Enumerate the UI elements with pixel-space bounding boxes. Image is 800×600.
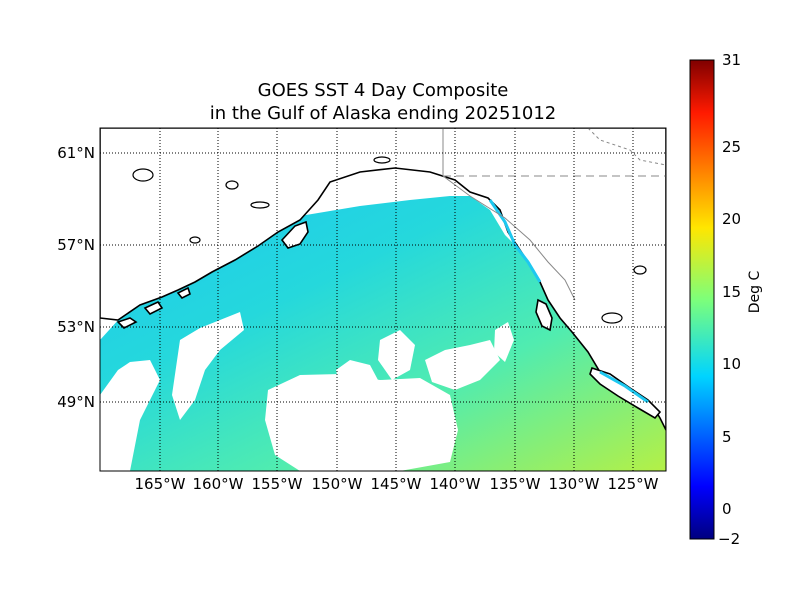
colorbar-tick-label: 10 (722, 355, 742, 373)
colorbar-tick-label: −2 (718, 530, 741, 548)
lon-label: 150°W (312, 475, 363, 493)
colorbar-unit-label: Deg C (747, 270, 763, 314)
lat-label: 61°N (57, 144, 95, 162)
lat-label: 49°N (57, 393, 95, 411)
lon-label: 145°W (371, 475, 422, 493)
longitude-labels: 165°W 160°W 155°W 150°W 145°W 140°W 135°… (135, 475, 659, 493)
kodiak-island (280, 220, 309, 249)
lat-label: 57°N (57, 236, 95, 254)
missing-data-patches (100, 312, 514, 471)
lon-label: 130°W (549, 475, 600, 493)
colorbar-tick-label: 0 (722, 500, 732, 518)
latitude-labels: 61°N 57°N 53°N 49°N (57, 144, 95, 411)
lat-label: 53°N (57, 318, 95, 336)
map-frame (99, 127, 667, 472)
colorbar-tick-label: 31 (722, 51, 742, 69)
lon-label: 140°W (430, 475, 481, 493)
colorbar-tick-label: 5 (722, 428, 732, 446)
colorbar-tick-label: 15 (722, 283, 742, 301)
aleutian-island-1 (116, 317, 138, 329)
lon-label: 135°W (490, 475, 541, 493)
aleutian-island-3 (176, 286, 191, 300)
lon-label: 160°W (193, 475, 244, 493)
lakes (132, 156, 647, 324)
lon-label: 125°W (608, 475, 659, 493)
colorbar-tick-label: 25 (722, 138, 742, 156)
aleutian-island-2 (143, 300, 164, 315)
lon-label: 165°W (135, 475, 186, 493)
map-title-line-2: in the Gulf of Alaska ending 20251012 (209, 103, 557, 124)
colorbar-tick-label: 20 (722, 210, 742, 228)
map-title-line-1: GOES SST 4 Day Composite (257, 80, 509, 101)
graticule (100, 128, 666, 471)
colorbar (689, 59, 715, 540)
political-borders (442, 128, 666, 301)
haida-gwaii (535, 298, 553, 332)
vancouver-island (589, 366, 662, 420)
lon-label: 155°W (252, 475, 303, 493)
